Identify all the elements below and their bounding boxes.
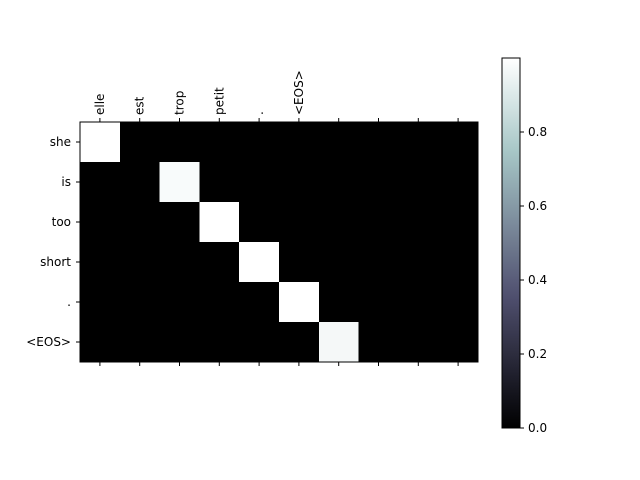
heatmap-cells [80, 122, 479, 363]
heatmap-cell [318, 322, 360, 363]
heatmap-cell [239, 242, 280, 283]
heatmap-cell [438, 122, 479, 163]
colorbar-tick-label: 0.0 [528, 421, 547, 435]
x-tick-label: trop [173, 91, 187, 115]
heatmap-cell [358, 242, 399, 283]
heatmap-frame [79, 121, 479, 363]
heatmap-cell [199, 282, 240, 323]
heatmap-cell [119, 162, 161, 203]
x-tick-label: elle [93, 94, 107, 115]
heatmap-cell [438, 322, 479, 363]
heatmap-cell [80, 282, 121, 323]
heatmap-cell [398, 162, 439, 203]
heatmap-cell [358, 322, 399, 363]
heatmap-cell [279, 242, 320, 283]
heatmap-cell [239, 322, 280, 363]
heatmap-cell [119, 122, 161, 163]
heatmap-cell [318, 202, 360, 243]
colorbar [502, 58, 520, 428]
heatmap-cell [358, 162, 399, 203]
heatmap-cell [279, 202, 320, 243]
heatmap-cell [199, 202, 240, 243]
heatmap-cell [159, 162, 200, 203]
heatmap-cell [159, 282, 200, 323]
colorbar-tick-label: 0.6 [528, 199, 547, 213]
heatmap-cell [239, 282, 280, 323]
heatmap-cell [438, 242, 479, 283]
heatmap-cell [80, 162, 121, 203]
y-axis-ticks: she is too short. <EOS> [26, 135, 80, 349]
heatmap-cell [199, 162, 240, 203]
colorbar-frame [501, 57, 521, 429]
heatmap-cell [398, 202, 439, 243]
heatmap-cell [80, 322, 121, 363]
colorbar-tick-label: 0.2 [528, 347, 547, 361]
heatmap-cell [318, 242, 360, 283]
heatmap-cell [279, 282, 320, 323]
heatmap-cell [199, 322, 240, 363]
heatmap-cell [398, 242, 439, 283]
heatmap-cell [358, 282, 399, 323]
heatmap-cell [358, 202, 399, 243]
heatmap-cell [318, 162, 360, 203]
colorbar-tick-label: 0.4 [528, 273, 547, 287]
colorbar-tick-label: 0.8 [528, 125, 547, 139]
y-tick-label: she [50, 135, 71, 149]
heatmap-cell [119, 242, 161, 283]
heatmap-cell [159, 122, 200, 163]
heatmap-cell [398, 322, 439, 363]
heatmap-cell [239, 202, 280, 243]
x-axis-ticks: elle est trop petit. <EOS> [93, 70, 459, 366]
heatmap-cell [239, 162, 280, 203]
y-tick-label: . [67, 295, 71, 309]
heatmap-cell [438, 162, 479, 203]
heatmap-cell [358, 122, 399, 163]
heatmap-cell [318, 282, 360, 323]
heatmap-cell [199, 242, 240, 283]
y-tick-label: <EOS> [26, 335, 71, 349]
colorbar-ticks: 0.0 0.2 0.4 0.6 0.8 [520, 125, 547, 435]
heatmap-cell [80, 242, 121, 283]
heatmap-cell [159, 322, 200, 363]
y-tick-label: too [52, 215, 71, 229]
x-tick-label: petit [212, 87, 226, 115]
heatmap-cell [159, 202, 200, 243]
heatmap-cell [80, 202, 121, 243]
heatmap-cell [318, 122, 360, 163]
heatmap-cell [279, 322, 320, 363]
heatmap-cell [239, 122, 280, 163]
heatmap-cell [398, 122, 439, 163]
heatmap-cell [398, 282, 439, 323]
y-tick-label: short [40, 255, 71, 269]
y-tick-label: is [61, 175, 71, 189]
x-tick-label: <EOS> [292, 70, 306, 115]
heatmap-cell [159, 242, 200, 283]
heatmap-cell [438, 282, 479, 323]
heatmap-cell [438, 202, 479, 243]
heatmap-cell [119, 282, 161, 323]
x-tick-label: est [133, 96, 147, 115]
x-tick-label: . [252, 111, 266, 115]
heatmap-cell [119, 202, 161, 243]
heatmap-cell [119, 322, 161, 363]
heatmap-cell [279, 162, 320, 203]
heatmap-cell [80, 122, 121, 163]
heatmap-cell [279, 122, 320, 163]
heatmap-cell [199, 122, 240, 163]
